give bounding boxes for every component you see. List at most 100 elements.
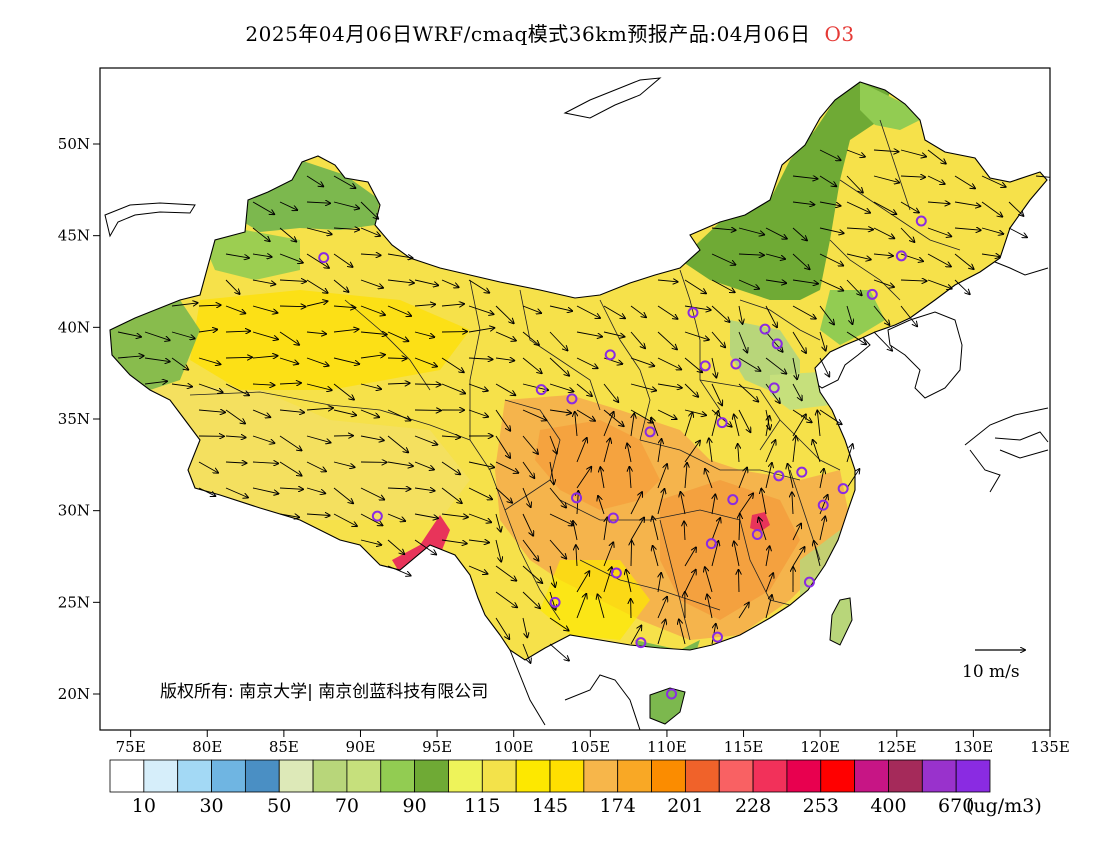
- wind-arrow: [711, 357, 716, 377]
- wind-arrow: [549, 331, 567, 350]
- wind-arrow: [576, 438, 587, 463]
- wind-arrow: [522, 617, 527, 637]
- wind-arrow: [360, 201, 378, 219]
- wind-arrow: [576, 545, 577, 567]
- wind-arrow: [873, 305, 889, 325]
- wind-arrow: [846, 331, 866, 344]
- wind-arrow: [900, 280, 926, 281]
- wind-arrow: [333, 253, 353, 267]
- wind-arrow: [522, 591, 540, 608]
- map-title: 2025年04月06日WRF/cmaq模式36km预报产品:04月06日 O3: [0, 18, 1100, 47]
- wind-arrow: [792, 331, 806, 353]
- wind-arrow: [252, 331, 278, 339]
- zone-green-liaoning: [820, 290, 885, 345]
- wind-arrow: [792, 176, 817, 179]
- wind-arrow: [117, 331, 141, 337]
- wind-arrow: [846, 175, 863, 193]
- wind-arrow: [684, 305, 711, 310]
- wind-arrow: [629, 467, 631, 489]
- wind-arrow: [522, 331, 539, 345]
- station-marker: [566, 393, 578, 405]
- station-marker: [837, 483, 849, 495]
- wind-arrow: [225, 487, 248, 498]
- map-axes: 75E 80E 85E 90E 95E 100E 105E 110E 115E 120E 125E 1…: [58, 135, 1070, 756]
- wind-arrow: [144, 381, 167, 384]
- colorbar-swatch: [481, 759, 517, 793]
- wind-arrow: [414, 513, 438, 518]
- wind-arrow: [333, 383, 354, 400]
- wind-arrow: [333, 461, 355, 467]
- wind-arrow: [819, 331, 826, 351]
- wind-arrow: [873, 254, 893, 256]
- lon-tick-label: 115E: [724, 738, 764, 756]
- wind-arrow: [792, 202, 814, 205]
- wind-arrow: [252, 435, 274, 443]
- wind-arrow: [630, 357, 654, 366]
- wind-vector-field: [117, 149, 1050, 663]
- wind-arrow: [414, 279, 438, 285]
- russia-coast-outline: [989, 259, 1049, 276]
- wind-arrow: [549, 305, 572, 311]
- wind-arrow: [279, 383, 301, 384]
- title-main: 2025年04月06日WRF/cmaq模式36km预报产品:04月06日: [245, 22, 811, 46]
- wind-arrow: [819, 201, 841, 206]
- wind-arrow: [171, 331, 195, 338]
- wind-arrow: [549, 383, 573, 391]
- wind-arrow: [927, 279, 952, 289]
- colorbar-unit: (ug/m3): [966, 795, 1042, 817]
- lat-tick-label: 30N: [58, 502, 90, 520]
- wind-arrow: [225, 409, 245, 423]
- wind-arrow: [414, 357, 437, 366]
- wind-arrow: [522, 357, 542, 373]
- wind-arrow: [738, 357, 760, 371]
- wind-arrow: [279, 253, 303, 263]
- wind-arrow: [603, 409, 624, 426]
- wind-arrow: [576, 383, 592, 396]
- wind-arrow: [360, 305, 385, 315]
- wind-arrow: [738, 383, 758, 402]
- colorbar-label: 30: [199, 795, 223, 817]
- wind-arrow: [711, 305, 730, 322]
- wind-arrow: [468, 487, 492, 499]
- wind-arrow: [684, 570, 696, 593]
- wind-arrow: [954, 201, 980, 206]
- wind-arrow: [711, 228, 736, 230]
- wind-arrow: [819, 279, 843, 291]
- wind-arrow: [657, 597, 667, 619]
- zone-southwest-yellow: [540, 560, 650, 640]
- wind-arrow: [522, 305, 541, 313]
- station-marker: [604, 349, 616, 361]
- wind-arrow: [279, 201, 297, 210]
- wind-arrow: [387, 280, 414, 283]
- wind-arrow: [576, 467, 591, 489]
- wind-arrow: [441, 539, 467, 544]
- station-marker: [644, 426, 656, 438]
- wind-arrow: [603, 542, 613, 567]
- wind-arrow: [333, 228, 359, 230]
- lat-tick-label: 20N: [58, 685, 90, 703]
- wind-arrow: [765, 546, 770, 567]
- wind-arrow: [360, 332, 387, 334]
- wind-arrow: [198, 383, 223, 392]
- wind-arrow: [252, 227, 270, 241]
- colorbar-swatch: [244, 759, 280, 793]
- wind-arrow: [495, 565, 516, 581]
- wind-arrow: [873, 201, 896, 214]
- colorbar-swatch: [312, 759, 348, 793]
- wind-arrow: [788, 464, 794, 489]
- wind-arrow: [306, 408, 333, 410]
- station-marker: [371, 510, 383, 522]
- wind-arrow: [819, 227, 844, 233]
- wind-arrow: [927, 149, 946, 164]
- lon-tick-label: 75E: [116, 738, 146, 756]
- wind-arrow: [306, 279, 328, 293]
- wind-arrow: [522, 409, 546, 420]
- wind-arrow: [954, 253, 974, 269]
- lon-tick-label: 85E: [269, 738, 299, 756]
- wind-arrow: [657, 383, 682, 388]
- lat-tick-label: 25N: [58, 593, 90, 611]
- colorbar-swatch: [888, 759, 923, 793]
- wind-arrow: [657, 357, 681, 369]
- wind-arrow: [279, 280, 306, 281]
